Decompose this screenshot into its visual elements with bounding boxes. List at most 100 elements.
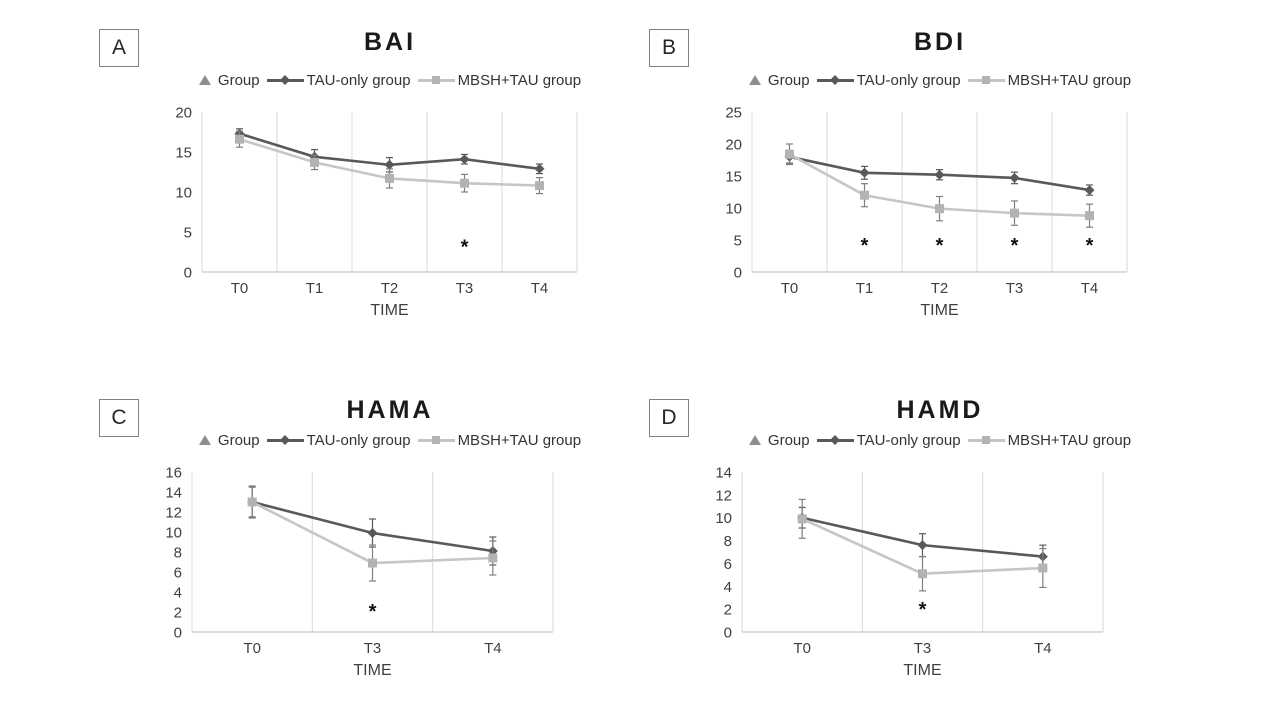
legend-label-group: Group [217,431,260,449]
svg-text:20: 20 [175,105,192,122]
svg-text:15: 15 [725,169,742,186]
svg-text:25: 25 [725,105,742,122]
chart-legend-bai: Group TAU-only group MBSH+TAU group [170,70,610,90]
square-line-marker-icon [417,76,455,84]
legend-label-mbsh-tau: MBSH+TAU group [457,71,582,89]
panel-label-d: D [661,406,677,429]
legend-item-tau-only: TAU-only group [266,432,411,449]
svg-text:5: 5 [734,233,742,250]
legend-item-group: Group [198,71,260,89]
svg-text:10: 10 [175,185,192,202]
legend-label-mbsh-tau: MBSH+TAU group [1007,431,1132,449]
legend-label-tau-only: TAU-only group [856,71,961,89]
svg-text:8: 8 [724,533,732,550]
panel-label-c: C [111,406,127,429]
legend-item-mbsh-tau: MBSH+TAU group [417,71,582,89]
svg-text:T3: T3 [1006,280,1024,297]
panel-label-b: B [661,36,676,59]
square-line-marker-icon [967,76,1005,84]
svg-text:14: 14 [715,465,732,482]
diamond-line-marker-icon [816,75,854,85]
svg-text:T0: T0 [231,280,249,297]
line-chart-bdi: 0 5 10 15 20 25 T0 T1 T2 T3 T4 TIME * * * * [725,105,1128,319]
triangle-marker-icon [198,75,211,85]
legend-item-group: Group [198,431,260,449]
svg-text:T4: T4 [1034,640,1052,657]
svg-text:12: 12 [165,505,182,522]
chart-legend-hamd: Group TAU-only group MBSH+TAU group [720,430,1160,450]
svg-text:2: 2 [724,602,732,619]
svg-text:0: 0 [174,625,182,642]
panel-bdi: B BDI Group TAU-only group MBSH+TAU grou… [640,22,1170,357]
svg-text:T3: T3 [364,640,382,657]
svg-text:*: * [1086,235,1094,257]
diamond-line-marker-icon [266,435,304,445]
svg-text:0: 0 [724,625,732,642]
legend-item-group: Group [748,71,810,89]
svg-text:*: * [861,235,869,257]
svg-text:TIME: TIME [370,302,408,319]
svg-text:20: 20 [725,137,742,154]
svg-text:T2: T2 [381,280,399,297]
svg-text:10: 10 [165,525,182,542]
panel-bai: A BAI Group TAU-only group MBSH+TAU grou… [90,22,620,357]
svg-text:10: 10 [725,201,742,218]
svg-text:*: * [919,599,927,621]
panel-label-box-d: D [649,399,689,437]
svg-text:T3: T3 [914,640,932,657]
svg-text:14: 14 [165,485,182,502]
legend-label-mbsh-tau: MBSH+TAU group [457,431,582,449]
legend-item-mbsh-tau: MBSH+TAU group [967,431,1132,449]
line-chart-bai: 0 5 10 15 20 T0 T1 T2 T3 T4 TIME * [175,105,578,319]
legend-item-group: Group [748,432,810,449]
svg-text:4: 4 [174,585,182,602]
svg-text:T4: T4 [531,280,549,297]
legend-label-tau-only: TAU-only group [306,71,411,89]
svg-text:*: * [936,235,944,257]
svg-text:T4: T4 [484,640,502,657]
chart-legend-bdi: Group TAU-only group MBSH+TAU group [720,70,1160,90]
svg-text:12: 12 [715,487,732,504]
svg-text:T3: T3 [456,280,474,297]
legend-item-mbsh-tau: MBSH+TAU group [967,71,1132,89]
svg-text:0: 0 [184,265,192,282]
panel-hamd: D HAMD Group TAU-only group MBSH+TAU gro… [640,382,1170,717]
svg-text:*: * [461,236,469,258]
panel-hama: C HAMA Group TAU-only group MBSH+TAU gro… [90,382,620,717]
svg-text:TIME: TIME [353,662,391,679]
chart-title-bdi: BDI [913,28,967,56]
svg-text:6: 6 [174,565,182,582]
line-chart-hamd: 0 2 4 6 8 10 12 14 T0 T3 T4 TIME * [715,465,1104,679]
svg-text:4: 4 [724,579,732,596]
svg-text:2: 2 [174,605,182,622]
svg-text:8: 8 [174,545,182,562]
chart-title-hama: HAMA [346,396,434,424]
legend-item-mbsh-tau: MBSH+TAU group [417,431,582,449]
svg-text:T1: T1 [856,280,874,297]
line-chart-hama: 0 2 4 6 8 10 12 14 16 T0 T3 T4 TIME * [165,465,554,679]
square-line-marker-icon [967,436,1005,444]
svg-text:6: 6 [724,556,732,573]
diamond-line-marker-icon [816,435,854,445]
svg-text:5: 5 [184,225,192,242]
svg-text:15: 15 [175,145,192,162]
legend-label-group: Group [767,71,810,89]
svg-text:T0: T0 [781,280,799,297]
svg-text:T0: T0 [793,640,811,657]
svg-text:16: 16 [165,465,182,482]
legend-label-mbsh-tau: MBSH+TAU group [1007,71,1132,89]
legend-label-group: Group [217,71,260,89]
panel-label-box-b: B [649,29,689,67]
triangle-marker-icon [748,75,761,85]
panel-label-box-c: C [99,399,139,437]
triangle-marker-icon [748,435,761,445]
legend-item-tau-only: TAU-only group [266,71,411,89]
chart-legend-hama: Group TAU-only group MBSH+TAU group [170,430,610,450]
chart-title-bai: BAI [363,28,417,56]
svg-text:T2: T2 [931,280,949,297]
square-line-marker-icon [417,436,455,444]
svg-text:*: * [369,601,377,623]
svg-text:*: * [1011,235,1019,257]
legend-item-tau-only: TAU-only group [816,71,961,89]
panel-label-a: A [111,36,126,59]
